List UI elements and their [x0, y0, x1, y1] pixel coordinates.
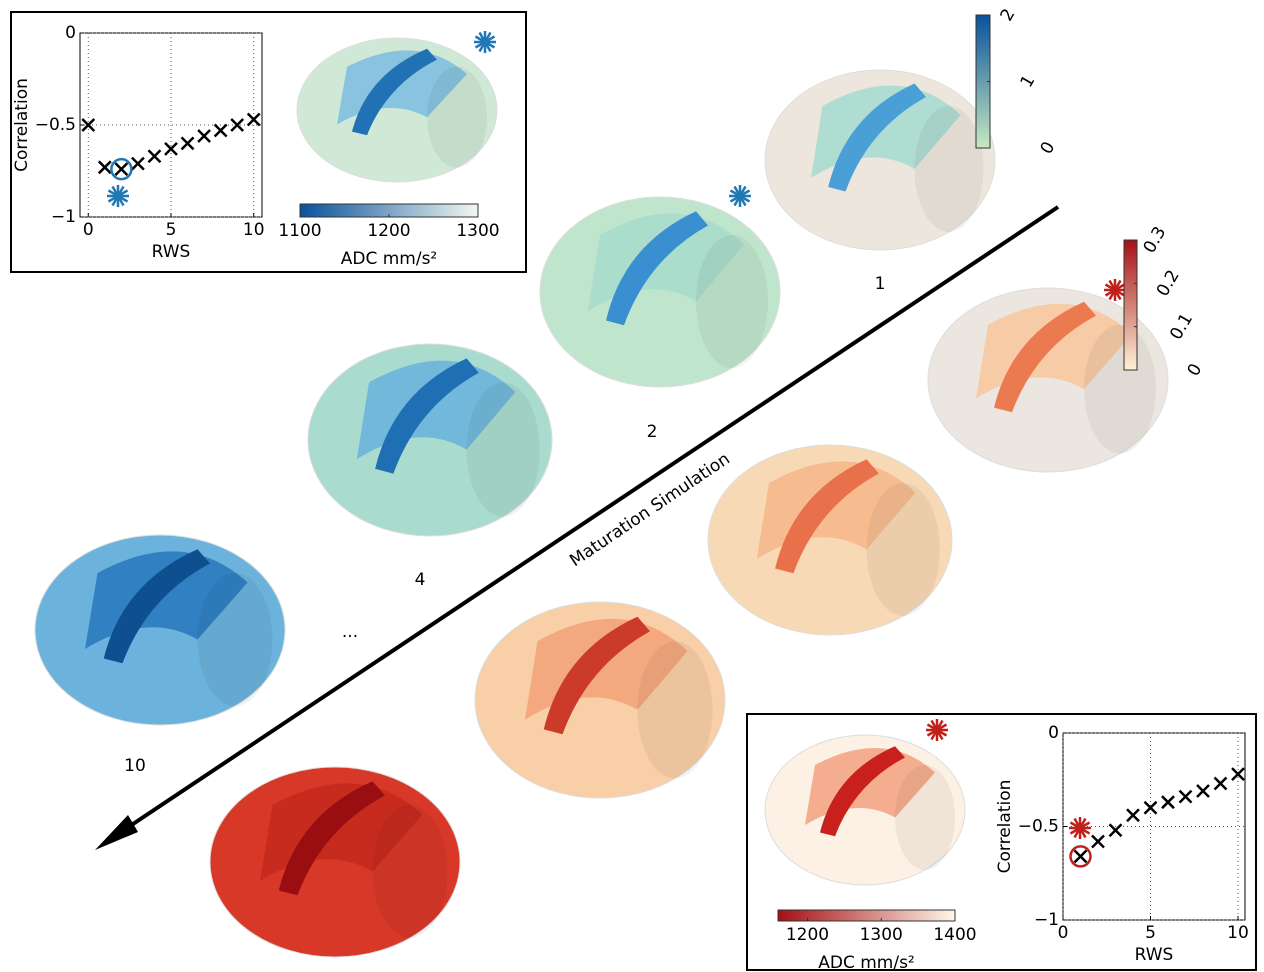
- colorbar-tick-label: 0: [1037, 138, 1060, 157]
- colorbar-tick-label: 1200: [786, 925, 829, 945]
- brain-shade: [866, 483, 940, 616]
- colorbar-tick-label: 2: [997, 5, 1020, 24]
- x-tick-label: 0: [83, 220, 94, 240]
- scatter-point: [1161, 795, 1175, 810]
- brain-shade: [466, 382, 540, 517]
- step-label: ...: [342, 622, 358, 642]
- star: [729, 189, 751, 203]
- colorbar-label: ADC mm/s²: [341, 249, 438, 269]
- scatter-point: [1108, 823, 1123, 838]
- x-tick-label: 0: [1058, 923, 1069, 943]
- star: [107, 189, 129, 203]
- y-axis-label: Correlation: [12, 78, 32, 172]
- brain-region: [352, 48, 437, 136]
- arrow: [110, 205, 1060, 840]
- star: [926, 723, 948, 737]
- scatter-point: [1143, 800, 1158, 815]
- colorbar-tick-label: 1300: [456, 221, 499, 241]
- x-axis-label: RWS: [1135, 945, 1174, 965]
- brain-shade: [637, 641, 713, 779]
- colorbar-tick-label: 0.3: [1140, 223, 1171, 256]
- x-tick-label: 10: [1227, 923, 1249, 943]
- scatter-point: [114, 162, 129, 177]
- colorbar-tick-label: 1200: [367, 221, 410, 241]
- colorbar-tick-label: 0.1: [1166, 310, 1197, 343]
- step-label: 4: [415, 570, 426, 590]
- scatter-point: [246, 112, 261, 127]
- y-tick-label: −1: [51, 207, 76, 227]
- brain-region: [994, 301, 1096, 413]
- colorbar: [1123, 239, 1138, 371]
- step-label: 10: [124, 756, 146, 776]
- scatter-point: [1231, 767, 1245, 782]
- y-axis-label: Correlation: [995, 780, 1015, 874]
- y-tick-label: 0: [1048, 723, 1059, 743]
- x-tick-label: 5: [166, 220, 177, 240]
- brain-region: [606, 211, 708, 326]
- highlight-circle: [1069, 845, 1092, 868]
- brain-shade: [1084, 324, 1156, 454]
- x-axis-label: RWS: [152, 242, 191, 262]
- scatter-point: [180, 136, 195, 151]
- scatter-point: [97, 160, 112, 175]
- star: [1104, 283, 1126, 297]
- colorbar-tick-label: 1400: [933, 925, 976, 945]
- colorbar-tick-label: 1: [1017, 72, 1040, 91]
- brain-shade: [914, 106, 984, 232]
- step-label: 1: [875, 274, 886, 294]
- y-tick-label: −0.5: [35, 115, 76, 135]
- arrow-head: [95, 815, 138, 850]
- colorbar-tick-label: 1300: [860, 925, 903, 945]
- brain-shade: [427, 66, 487, 168]
- y-tick-label: 0: [65, 23, 76, 43]
- scatter-point: [1178, 789, 1193, 804]
- scatter-point: [230, 118, 245, 132]
- plot-frame: [1062, 732, 1246, 921]
- scatter-point: [81, 118, 96, 132]
- star: [1069, 821, 1091, 835]
- brain-region: [278, 781, 385, 896]
- scatter-point: [213, 123, 228, 138]
- scatter-point: [197, 129, 211, 143]
- brain-shade: [895, 765, 955, 870]
- colorbar-tick-label: 0: [1184, 360, 1207, 379]
- scatter-point: [1126, 808, 1140, 823]
- y-tick-label: −0.5: [1018, 817, 1059, 837]
- brain-shade: [696, 235, 768, 368]
- scatter-point: [1073, 849, 1088, 864]
- y-tick-label: −1: [1034, 910, 1059, 930]
- scatter-point: [164, 142, 178, 156]
- scatter-point: [131, 156, 145, 171]
- x-tick-label: 10: [243, 220, 265, 240]
- brain-region: [775, 459, 879, 574]
- inset-box: [10, 11, 527, 273]
- scatter-point: [147, 149, 162, 164]
- brain-region: [820, 746, 905, 837]
- scatter-point: [1196, 784, 1210, 798]
- scatter-point: [1213, 776, 1228, 791]
- brain-region: [543, 616, 650, 735]
- brain-shade: [197, 573, 273, 706]
- star: [474, 35, 496, 49]
- inset-box: [746, 713, 1257, 971]
- brain-region: [103, 549, 210, 664]
- colorbar-label: ADC mm/s²: [818, 953, 915, 972]
- x-tick-label: 5: [1145, 923, 1156, 943]
- highlight-circle: [110, 157, 133, 181]
- colorbar-tick-label: 1100: [278, 221, 321, 241]
- step-label: 2: [647, 422, 658, 442]
- brain-shade: [372, 805, 448, 938]
- colorbar-tick-label: 0.2: [1153, 267, 1184, 300]
- brain-region: [375, 358, 479, 474]
- scatter-point: [1091, 834, 1105, 849]
- brain-region: [828, 83, 926, 192]
- colorbar: [777, 909, 956, 922]
